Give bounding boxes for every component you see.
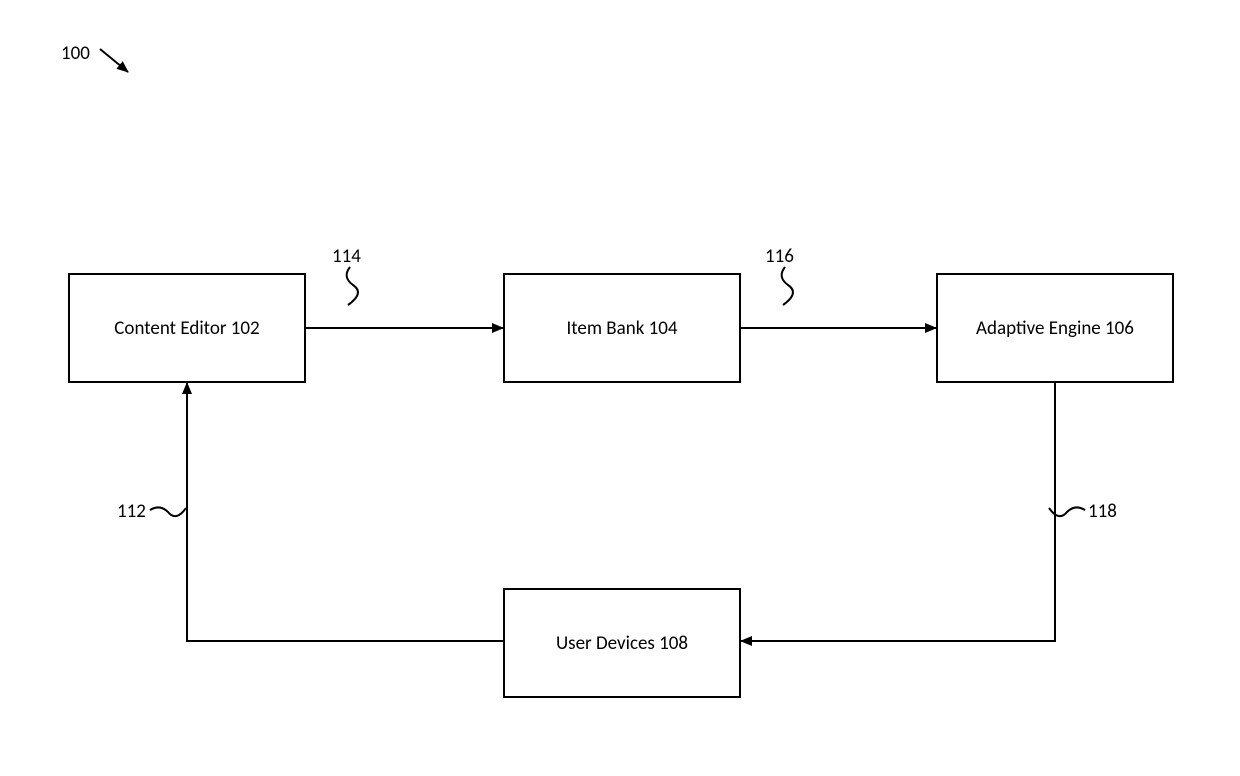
node-label: Content Editor 102: [114, 317, 259, 340]
node-label: Item Bank 104: [566, 317, 677, 340]
edge-label-116: 116: [765, 245, 794, 268]
edge-label-112: 112: [117, 500, 146, 523]
node-item-bank: Item Bank 104: [503, 273, 741, 383]
edge-label-114: 114: [332, 245, 361, 268]
node-adaptive-engine: Adaptive Engine 106: [936, 273, 1174, 383]
edge-arrow-118: [741, 383, 1055, 641]
node-label: Adaptive Engine 106: [976, 317, 1134, 340]
edge-arrow-112: [187, 383, 503, 641]
edge-squiggle-116-icon: [782, 267, 793, 305]
edge-label-118: 118: [1088, 500, 1117, 523]
edge-squiggle-114-icon: [347, 267, 358, 305]
node-user-devices: User Devices 108: [503, 588, 741, 698]
figure-reference-label: 100: [61, 42, 90, 65]
edge-squiggle-118-icon: [1049, 507, 1085, 516]
node-label: User Devices 108: [556, 632, 688, 655]
edge-squiggle-112-icon: [150, 507, 186, 516]
node-content-editor: Content Editor 102: [68, 273, 306, 383]
figure-leader-arrow-icon: [100, 49, 128, 72]
